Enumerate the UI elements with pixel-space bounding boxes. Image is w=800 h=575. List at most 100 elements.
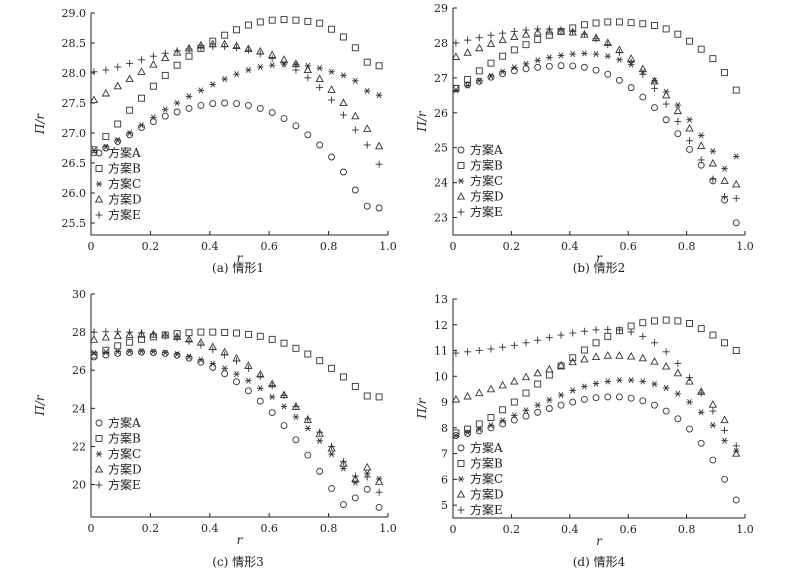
data-point bbox=[221, 75, 228, 83]
data-point bbox=[534, 63, 542, 71]
data-point bbox=[363, 141, 371, 149]
data-point bbox=[257, 385, 264, 392]
data-point bbox=[545, 371, 553, 379]
data-point bbox=[185, 52, 193, 60]
data-point bbox=[604, 18, 612, 26]
legend-marker-square bbox=[95, 165, 103, 172]
data-point bbox=[256, 397, 264, 405]
series-plus bbox=[452, 325, 740, 450]
data-point bbox=[674, 415, 682, 423]
legend-label: 方案C bbox=[108, 446, 141, 461]
data-point bbox=[256, 104, 264, 112]
data-point bbox=[697, 141, 706, 149]
data-point bbox=[639, 70, 647, 78]
data-point bbox=[451, 394, 461, 403]
data-point bbox=[90, 350, 98, 357]
data-point bbox=[697, 325, 705, 333]
data-point bbox=[304, 425, 312, 432]
data-point bbox=[173, 350, 181, 358]
data-point bbox=[137, 56, 145, 64]
data-point bbox=[90, 328, 98, 336]
data-point bbox=[149, 118, 157, 126]
legend-marker-plus bbox=[95, 211, 103, 219]
x-axis-label: r bbox=[596, 251, 603, 265]
data-point bbox=[126, 106, 134, 114]
data-point bbox=[351, 382, 359, 390]
data-point bbox=[363, 485, 371, 493]
data-point bbox=[452, 39, 460, 47]
data-point bbox=[185, 93, 193, 100]
data-point bbox=[351, 111, 360, 120]
data-point bbox=[499, 420, 507, 428]
data-point bbox=[487, 73, 495, 81]
y-tick-label: 13 bbox=[434, 293, 448, 306]
data-point bbox=[173, 351, 181, 359]
data-point bbox=[627, 84, 635, 92]
data-point bbox=[627, 58, 635, 66]
data-point bbox=[604, 325, 612, 333]
data-point bbox=[615, 351, 624, 359]
data-point bbox=[662, 116, 670, 124]
data-point bbox=[522, 65, 530, 73]
data-point bbox=[581, 383, 588, 390]
y-tick-label: 26 bbox=[434, 107, 448, 120]
data-point bbox=[280, 115, 288, 123]
data-point bbox=[291, 59, 301, 68]
legend-label: 方案E bbox=[470, 204, 503, 219]
data-point bbox=[651, 380, 658, 388]
data-point bbox=[639, 319, 647, 327]
data-point bbox=[363, 462, 372, 471]
data-point bbox=[114, 137, 122, 145]
data-point bbox=[340, 373, 347, 381]
data-point bbox=[197, 43, 205, 51]
data-point bbox=[556, 360, 566, 369]
series-asterisk bbox=[452, 377, 740, 455]
data-point bbox=[452, 432, 460, 439]
data-point bbox=[697, 156, 705, 164]
data-point bbox=[303, 415, 312, 423]
data-point bbox=[126, 129, 133, 137]
data-point bbox=[627, 377, 635, 384]
data-point bbox=[339, 458, 347, 466]
series-triangle bbox=[89, 39, 384, 150]
data-point bbox=[522, 41, 530, 49]
data-point bbox=[221, 351, 229, 359]
data-point bbox=[244, 101, 252, 109]
data-point bbox=[650, 357, 659, 365]
data-point bbox=[102, 66, 110, 74]
data-point bbox=[685, 376, 694, 385]
data-point bbox=[522, 339, 530, 347]
data-point bbox=[464, 430, 472, 437]
data-point bbox=[592, 19, 600, 27]
y-axis-label: Π/r bbox=[33, 394, 47, 417]
data-point bbox=[316, 428, 324, 436]
y-axis-label: Π/r bbox=[33, 113, 47, 136]
data-point bbox=[499, 70, 507, 78]
data-point bbox=[328, 153, 336, 161]
x-tick-label: 0.8 bbox=[320, 522, 338, 535]
data-point bbox=[328, 484, 336, 492]
data-point bbox=[340, 33, 347, 41]
y-axis-label: Π/r bbox=[415, 110, 429, 133]
data-point bbox=[363, 58, 371, 66]
data-point bbox=[452, 87, 460, 94]
data-point bbox=[197, 101, 205, 109]
y-axis-label: Π/r bbox=[415, 397, 429, 420]
data-point bbox=[209, 81, 216, 88]
data-point bbox=[173, 61, 181, 69]
series-plus bbox=[90, 43, 383, 168]
data-point bbox=[510, 341, 518, 349]
data-point bbox=[639, 20, 647, 28]
data-point bbox=[546, 54, 553, 61]
data-point bbox=[327, 85, 336, 93]
data-point bbox=[522, 60, 530, 67]
data-point bbox=[114, 328, 122, 336]
data-point bbox=[592, 380, 600, 387]
data-point bbox=[662, 100, 670, 108]
data-point bbox=[315, 74, 324, 83]
x-axis-label: r bbox=[596, 534, 603, 548]
data-point bbox=[209, 346, 217, 354]
data-point bbox=[603, 351, 612, 359]
data-point bbox=[233, 100, 240, 108]
